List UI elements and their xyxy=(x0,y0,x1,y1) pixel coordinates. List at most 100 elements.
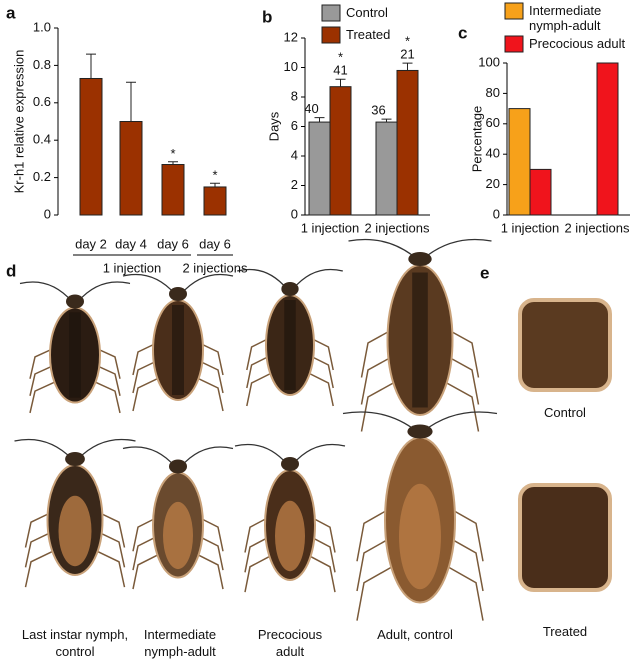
insect-leg xyxy=(132,375,164,412)
y-tick-label: 0 xyxy=(291,206,298,221)
insect-stripe xyxy=(284,300,296,390)
significance: * xyxy=(405,34,410,49)
insect-head xyxy=(169,287,187,301)
error-bar xyxy=(126,81,136,122)
significance: * xyxy=(170,146,175,161)
insect xyxy=(237,268,343,407)
y-tick-label: 0.8 xyxy=(33,57,51,72)
insect-head xyxy=(407,424,433,439)
bar xyxy=(375,121,398,216)
insect-head xyxy=(66,294,84,309)
insect-head xyxy=(281,457,299,471)
legend-swatch xyxy=(504,35,524,53)
insect xyxy=(348,238,492,432)
y-tick-label: 2 xyxy=(291,177,298,192)
bar xyxy=(203,186,227,216)
insect-antenna xyxy=(180,446,234,467)
bar xyxy=(508,108,531,216)
insect-belly xyxy=(399,483,441,590)
panel-label: e xyxy=(480,263,489,282)
y-tick-label: 8 xyxy=(291,88,298,103)
insect-leg xyxy=(439,378,480,432)
insect-head xyxy=(65,452,85,466)
insect xyxy=(19,281,131,414)
insect-closeup xyxy=(518,298,612,392)
n-label: 36 xyxy=(371,103,385,118)
x-tick-label: day 6 xyxy=(157,236,189,251)
insect-antenna xyxy=(292,443,346,465)
insect-head xyxy=(281,282,299,296)
error-bar xyxy=(335,78,346,87)
y-tick-label: 10 xyxy=(284,59,298,74)
y-tick-label: 12 xyxy=(284,29,298,44)
error-bar xyxy=(168,161,178,165)
n-label: 41 xyxy=(333,63,347,78)
error-bar xyxy=(402,62,413,71)
panel-label: a xyxy=(6,3,16,22)
y-tick-label: 20 xyxy=(486,176,500,191)
insect-antenna xyxy=(122,273,176,295)
insect-leg xyxy=(246,370,276,407)
bar xyxy=(161,164,185,216)
x-tick-label: 2 injections xyxy=(564,220,630,235)
y-tick-label: 1.0 xyxy=(33,19,51,34)
insect xyxy=(122,446,234,590)
insect-antenna xyxy=(234,443,288,465)
bar xyxy=(308,121,331,216)
insect-antenna xyxy=(77,438,136,460)
legend-label: Intermediate nymph-adult xyxy=(529,3,602,33)
insect-antenna xyxy=(122,446,176,467)
panel-label: b xyxy=(262,7,272,26)
insect-head xyxy=(169,459,187,474)
y-tick-label: 6 xyxy=(291,118,298,133)
error-bar xyxy=(314,117,325,123)
n-label: 21 xyxy=(400,47,414,62)
insect xyxy=(14,438,136,588)
insect-antenna xyxy=(422,411,498,433)
y-tick-label: 0 xyxy=(493,206,500,221)
insect-leg xyxy=(91,547,126,588)
panel-label: d xyxy=(6,261,16,280)
insect-antenna xyxy=(422,238,492,260)
insect xyxy=(122,273,234,412)
insect-leg xyxy=(440,562,484,621)
bar xyxy=(119,121,143,216)
insect-belly xyxy=(275,500,305,572)
legend-label: Precocious adult xyxy=(529,36,626,51)
caption: Adult, control xyxy=(377,627,453,642)
insect xyxy=(342,411,498,621)
y-axis-label: Days xyxy=(266,111,281,141)
x-tick-label: 1 injection xyxy=(301,220,360,235)
y-tick-label: 0.4 xyxy=(33,132,51,147)
insect-belly xyxy=(163,501,193,570)
x-tick-label: 1 injection xyxy=(501,220,560,235)
legend-label: Treated xyxy=(346,27,391,42)
insect-leg xyxy=(360,378,401,432)
bar xyxy=(596,62,619,216)
insect-leg xyxy=(192,375,224,412)
significance: * xyxy=(212,168,217,183)
bar xyxy=(396,69,419,216)
insect-stripe xyxy=(69,312,81,398)
caption: Intermediate nymph-adult xyxy=(143,627,217,659)
insect-leg xyxy=(132,551,164,590)
insect-leg xyxy=(356,562,400,621)
x-tick-label: day 4 xyxy=(115,236,147,251)
y-axis-label: Kr-h1 relative expression xyxy=(11,50,26,194)
y-tick-label: 40 xyxy=(486,146,500,161)
insect-antenna xyxy=(19,281,73,302)
photos xyxy=(14,238,612,621)
y-tick-label: 0.6 xyxy=(33,94,51,109)
bar xyxy=(329,86,352,216)
insect-leg xyxy=(29,379,61,414)
insect-leg xyxy=(304,370,334,407)
legend-swatch xyxy=(321,26,341,44)
significance: * xyxy=(338,50,343,65)
bar xyxy=(529,168,552,216)
insect-antenna xyxy=(292,268,343,290)
n-label: 40 xyxy=(304,101,318,116)
x-tick-label: day 6 xyxy=(199,236,231,251)
insect-antenna xyxy=(180,273,234,295)
